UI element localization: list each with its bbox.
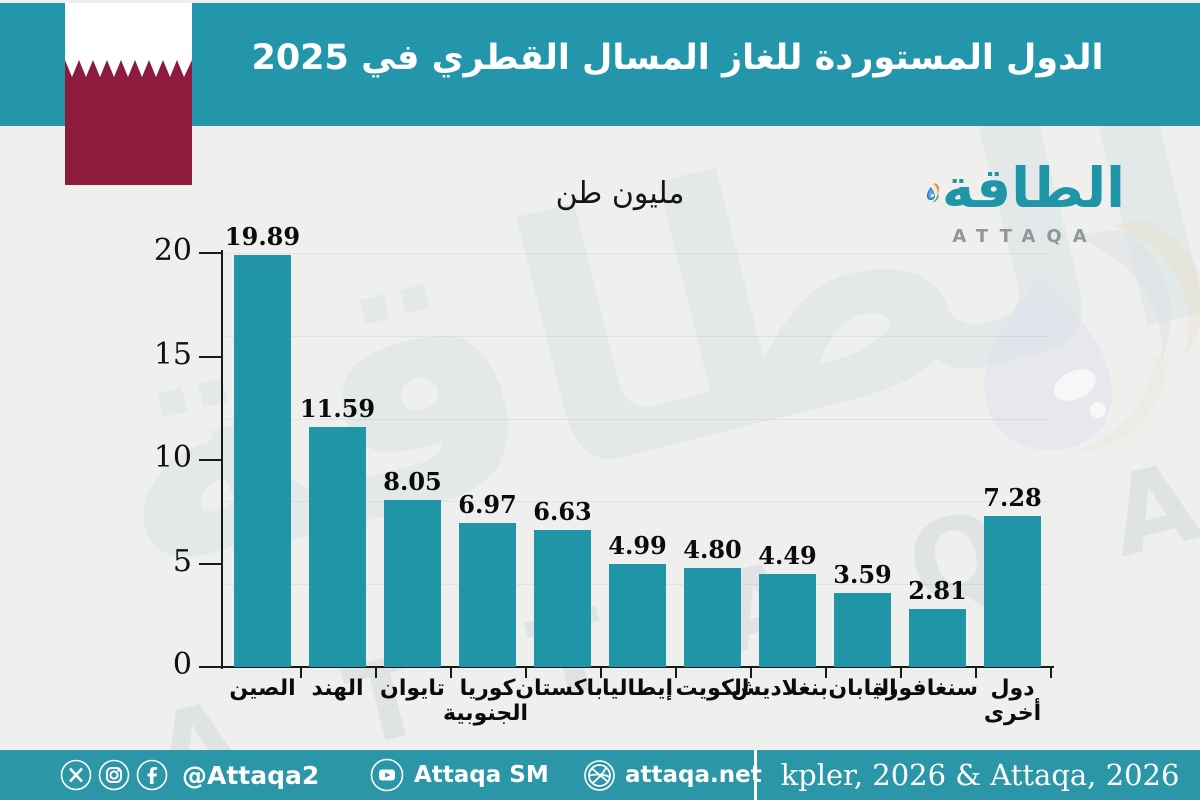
youtube-handle: Attaqa SM (414, 762, 549, 788)
x-axis-baseline (199, 666, 1054, 668)
bar (909, 608, 966, 667)
x-axis-tick (975, 667, 977, 678)
bar-category-label: باكستان (515, 676, 603, 701)
gridline (225, 253, 1050, 254)
bar-value-label: 4.80 (683, 534, 742, 564)
gridline (225, 335, 1050, 337)
bar-category-label: دول أخرى (983, 676, 1042, 727)
youtube-icon (370, 758, 404, 792)
attaqa-logo: الطاقة ATTAQA (925, 158, 1125, 247)
bar-category-label: إيطاليا (602, 676, 673, 701)
x-icon (60, 759, 92, 791)
bar-category-label: تايوان (380, 676, 445, 701)
bar-category-label: اليابان (828, 676, 897, 701)
bar (459, 522, 516, 667)
header-bar (0, 3, 1200, 126)
social-handle: @Attaqa2 (182, 760, 320, 790)
x-axis-tick (825, 667, 827, 678)
y-axis-tick (199, 355, 221, 358)
bar (384, 500, 441, 667)
attaqa-logo-arabic: الطاقة (941, 156, 1125, 220)
bar-value-label: 6.97 (458, 489, 517, 519)
chart-title: الدول المستوردة للغاز المسال القطري في 2… (251, 38, 1104, 78)
bar (234, 255, 291, 667)
x-axis-tick (750, 667, 752, 678)
bar-value-label: 4.99 (608, 530, 667, 560)
x-axis-tick (1050, 667, 1052, 678)
bar-value-label: 19.89 (224, 222, 301, 252)
bar-value-label: 6.63 (533, 496, 592, 526)
footer-divider (754, 750, 757, 800)
x-axis-tick (525, 667, 527, 678)
facebook-icon (136, 759, 168, 791)
qatar-flag (65, 3, 192, 185)
bar-category-label: الكويت (675, 676, 750, 701)
y-axis-tick-label: 10 (153, 440, 192, 475)
bar-category-label: الهند (311, 676, 364, 701)
bar-value-label: 11.59 (299, 394, 376, 424)
bar (984, 516, 1041, 667)
x-axis-tick (375, 667, 377, 678)
instagram-icon (98, 759, 130, 791)
gridline (225, 501, 1050, 503)
y-axis-line (221, 250, 223, 669)
bar-value-label: 3.59 (833, 559, 892, 589)
x-axis-tick (600, 667, 602, 678)
x-axis-tick (450, 667, 452, 678)
bar-value-label: 2.81 (908, 575, 967, 605)
footer-youtube-group: Attaqa SM (370, 750, 549, 800)
globe-icon (584, 759, 615, 791)
bar-value-label: 4.49 (758, 541, 817, 571)
unit-label: مليون طن (555, 176, 685, 211)
footer-social-group: @Attaqa2 (60, 750, 319, 800)
bar (759, 574, 816, 667)
x-axis-tick (900, 667, 902, 678)
y-axis-tick-label: 0 (172, 647, 192, 682)
bar (534, 529, 591, 667)
website-url: attaqa.net (625, 762, 762, 788)
y-axis-tick-label: 5 (172, 543, 192, 579)
bar (834, 592, 891, 667)
gridline (225, 418, 1050, 420)
source-credit: kpler, 2026 & Attaqa, 2026 (780, 758, 1180, 792)
bar-category-label: سنغافورة (872, 676, 978, 701)
x-axis-tick (675, 667, 677, 678)
y-axis-tick-label: 20 (153, 233, 192, 268)
bar-category-label: كوريا الجنوبية (442, 676, 528, 727)
x-axis-tick (300, 667, 302, 678)
footer-bar: @Attaqa2 Attaqa SM attaqa.net kpler, 202… (0, 750, 1200, 800)
y-axis-tick (199, 562, 221, 565)
bar (684, 567, 741, 667)
y-axis-tick (199, 459, 221, 461)
bar-value-label: 8.05 (383, 467, 442, 497)
attaqa-flame-drop-icon (926, 183, 940, 203)
bar-category-label: الصين (229, 676, 296, 701)
footer-website-group: attaqa.net (583, 750, 762, 800)
attaqa-logo-latin: ATTAQA (952, 226, 1098, 247)
bar-value-label: 7.28 (983, 483, 1042, 513)
bar (609, 563, 666, 667)
bar (309, 427, 366, 667)
y-axis-tick-label: 15 (153, 336, 192, 372)
bar-category-label: بنغلاديش (730, 676, 828, 701)
y-axis-tick (199, 252, 221, 254)
